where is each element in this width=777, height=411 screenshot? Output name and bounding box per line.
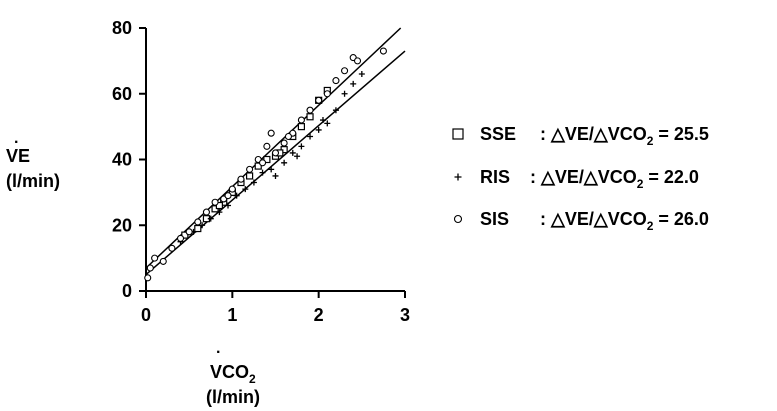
- point-ris: [233, 192, 240, 199]
- legend-series-sse: SSE: [480, 124, 516, 144]
- point-ris: [358, 71, 365, 78]
- point-ris: [242, 186, 249, 193]
- y-axis-label-unit: (l/min): [6, 171, 60, 191]
- point-sis: [267, 129, 275, 137]
- point-ris: [350, 80, 357, 87]
- x-axis-label: · VCO2 (l/min): [206, 344, 260, 407]
- svg-text:·: ·: [216, 344, 221, 361]
- point-sis: [258, 159, 267, 167]
- point-sse: [194, 224, 202, 233]
- svg-text:·: ·: [14, 134, 19, 151]
- y-tick-label: 60: [112, 84, 132, 104]
- point-ris: [332, 107, 339, 114]
- point-ris: [216, 209, 223, 216]
- x-axis-label-main: VCO2: [210, 362, 256, 386]
- point-sis: [306, 106, 314, 114]
- point-sis: [237, 175, 245, 183]
- point-sis: [297, 116, 305, 124]
- legend-ratio-ris: : △VE/△VCO2 = 22.0: [530, 167, 699, 191]
- ticks: 0 20 40 60 80 0 1 2 3: [112, 18, 410, 325]
- point-ris: [225, 202, 232, 209]
- point-sis: [224, 192, 232, 200]
- point-ris: [259, 169, 266, 176]
- legend-marker-sis: [453, 214, 463, 224]
- point-ris: [250, 179, 257, 186]
- point-sis: [151, 254, 159, 262]
- y-axis-label-main: VE: [6, 146, 30, 166]
- point-sse: [246, 172, 254, 180]
- point-sis: [315, 96, 323, 104]
- data-points: [144, 47, 387, 282]
- point-sis: [341, 67, 349, 75]
- legend-marker-sse: [452, 128, 464, 140]
- point-sis: [271, 149, 280, 157]
- point-sis: [323, 90, 331, 98]
- y-tick-label: 20: [112, 215, 132, 235]
- point-ris: [315, 126, 322, 133]
- x-axis-label-unit: (l/min): [206, 387, 260, 407]
- y-axis-label: · VE (l/min): [6, 134, 60, 191]
- legend: SSE : △VE/△VCO2 = 25.5 RIS : △VE/△VCO2 = 22…: [452, 124, 709, 233]
- point-ris: [324, 120, 331, 127]
- point-sse: [306, 113, 314, 121]
- point-sis: [353, 57, 362, 65]
- x-tick-label: 2: [314, 305, 324, 325]
- point-ris: [289, 149, 296, 156]
- point-ris: [341, 90, 348, 97]
- point-sis: [379, 47, 387, 55]
- point-sis: [194, 218, 202, 226]
- point-ris: [268, 166, 275, 173]
- legend-ratio-sis: : △VE/△VCO2 = 26.0: [540, 209, 709, 233]
- x-tick-label: 3: [400, 305, 410, 325]
- regression-line: [145, 27, 402, 269]
- point-ris: [298, 143, 305, 150]
- regression-lines: [145, 27, 406, 276]
- point-sis: [159, 257, 167, 265]
- point-sis: [211, 198, 219, 206]
- y-tick-label: 0: [122, 281, 132, 301]
- point-sis: [228, 185, 236, 193]
- point-sis: [284, 132, 293, 141]
- point-ris: [294, 153, 301, 160]
- point-ris: [207, 215, 214, 222]
- point-sis: [332, 77, 340, 85]
- point-ris: [272, 172, 279, 179]
- regression-line: [145, 50, 406, 276]
- point-sis: [144, 274, 152, 282]
- point-sis: [168, 244, 176, 252]
- point-sis: [202, 208, 210, 216]
- legend-series-ris: RIS: [480, 167, 510, 187]
- point-sis: [146, 264, 154, 272]
- point-ris: [307, 133, 314, 140]
- x-tick-label: 0: [141, 305, 151, 325]
- y-tick-label: 40: [112, 150, 132, 170]
- y-tick-label: 80: [112, 18, 132, 38]
- point-ris: [319, 117, 326, 124]
- x-tick-label: 1: [227, 305, 237, 325]
- point-sis: [176, 234, 185, 242]
- point-sis: [246, 165, 254, 173]
- point-sis: [185, 228, 193, 236]
- point-sse: [297, 123, 305, 131]
- point-ris: [281, 159, 288, 166]
- legend-marker-ris: [454, 173, 462, 181]
- point-ris: [199, 222, 206, 229]
- legend-series-sis: SIS: [480, 209, 509, 229]
- point-sis: [280, 139, 288, 147]
- legend-ratio-sse: : △VE/△VCO2 = 25.5: [540, 124, 709, 148]
- point-sis: [263, 142, 271, 150]
